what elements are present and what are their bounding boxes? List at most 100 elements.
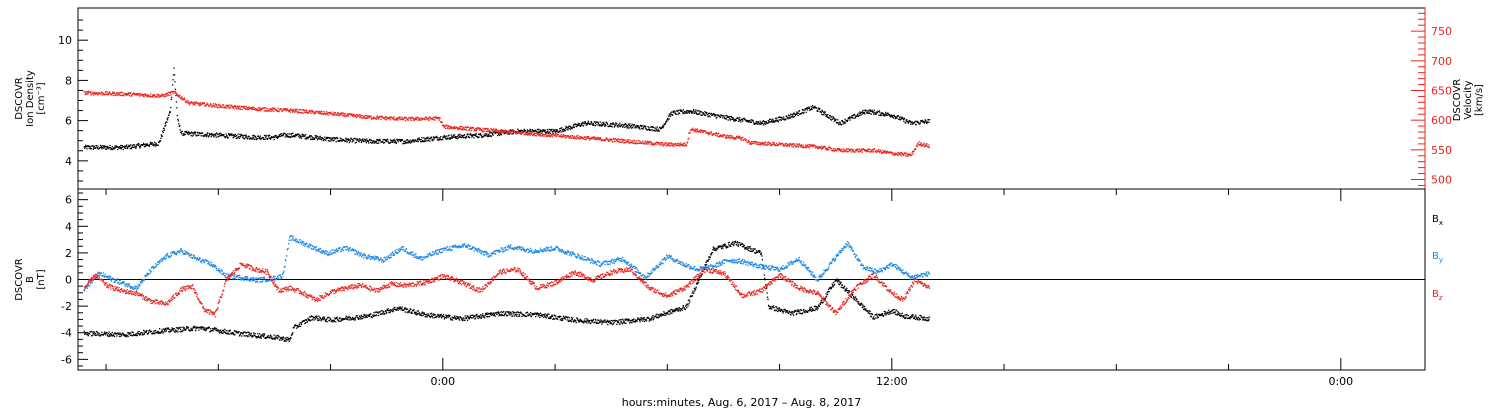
- ion-density-series-point: [841, 120, 843, 122]
- bx-series-point: [182, 326, 184, 328]
- ion-density-series-point: [558, 131, 560, 133]
- bx-series-point: [420, 314, 422, 317]
- bx-series-point: [566, 319, 568, 321]
- bx-series-point: [492, 312, 494, 314]
- velocity-series-point: [549, 135, 551, 137]
- bx-series-point: [293, 326, 295, 328]
- bx-series-point: [211, 330, 213, 332]
- bx-series-point: [184, 329, 186, 332]
- ion-density-series-point: [926, 122, 928, 124]
- velocity-series-point: [323, 110, 325, 112]
- ion-density-series-point: [694, 111, 697, 113]
- ion-density-series-point: [196, 134, 198, 136]
- ion-density-series-point: [524, 129, 527, 132]
- ion-density-series-point: [188, 133, 190, 136]
- ion-density-series-point: [281, 135, 284, 137]
- velocity-series-point: [168, 94, 170, 97]
- bx-series-point: [421, 314, 423, 317]
- velocity-series-point: [855, 150, 857, 152]
- ion-density-series-point: [168, 112, 171, 114]
- ion-density-series-point: [186, 133, 189, 135]
- velocity-series-point: [786, 144, 788, 146]
- velocity-series-point: [366, 117, 368, 119]
- bx-series-point: [209, 331, 211, 333]
- velocity-series-point: [311, 111, 314, 113]
- velocity-series-point: [435, 117, 437, 119]
- bx-series-point: [449, 315, 451, 317]
- ion-density-series-point: [813, 107, 815, 109]
- ion-density-series-point: [437, 137, 439, 139]
- bx-series-point: [410, 308, 412, 311]
- ion-density-series-point: [564, 129, 566, 131]
- bx-series-point: [289, 339, 291, 341]
- bx-series-point: [587, 322, 589, 324]
- velocity-series-point: [512, 130, 514, 132]
- velocity-series-point: [860, 148, 863, 150]
- bx-series-point: [167, 328, 169, 330]
- ion-density-series-point: [891, 115, 893, 117]
- ion-density-series-point: [599, 124, 601, 126]
- bx-series-point: [534, 313, 536, 315]
- velocity-series-point: [849, 150, 851, 152]
- bx-series-point: [591, 320, 593, 322]
- velocity-series-point: [174, 90, 177, 93]
- velocity-series-point: [764, 142, 766, 144]
- velocity-series-point: [396, 117, 398, 119]
- ion-density-series-point: [755, 121, 758, 123]
- ion-density-series-point: [753, 122, 755, 124]
- ion-density-series-point: [668, 118, 670, 120]
- velocity-series-point: [318, 111, 320, 114]
- velocity-series-point: [503, 129, 505, 131]
- velocity-series-point: [463, 127, 465, 129]
- ion-density-series-point: [925, 119, 927, 122]
- velocity-series-point: [560, 134, 562, 136]
- velocity-series-point: [516, 130, 518, 132]
- velocity-series-point: [682, 144, 684, 146]
- ion-density-series-point: [345, 138, 347, 140]
- bx-series-point: [177, 328, 179, 330]
- left-tick-label: 4: [65, 155, 72, 168]
- ion-density-series-point: [603, 124, 605, 126]
- velocity-series-point: [506, 130, 508, 132]
- velocity-series-point: [499, 130, 501, 132]
- bx-series-point: [132, 335, 134, 337]
- ion-density-series-point: [151, 142, 153, 144]
- bx-series-point: [311, 316, 313, 318]
- left-tick-label: 8: [65, 74, 72, 87]
- bx-series-point: [293, 327, 295, 329]
- bx-series-point: [490, 312, 492, 314]
- velocity-series-point: [307, 112, 309, 114]
- velocity-series-point: [530, 133, 532, 135]
- velocity-series-point: [355, 117, 357, 119]
- velocity-series-point: [808, 147, 811, 149]
- velocity-series-point: [229, 107, 231, 109]
- bx-series-point: [596, 322, 598, 324]
- bx-series-point: [524, 315, 527, 317]
- ion-density-series-point: [746, 120, 748, 122]
- velocity-series-point: [917, 142, 919, 144]
- velocity-series-point: [572, 136, 574, 139]
- ion-density-series-point: [409, 139, 411, 141]
- bx-series-point: [313, 319, 315, 321]
- velocity-series-point: [639, 140, 641, 143]
- ion-density-series-point: [124, 145, 127, 148]
- velocity-series-point: [255, 109, 257, 111]
- velocity-series-point: [802, 144, 804, 146]
- velocity-series-point: [692, 127, 694, 129]
- ion-density-series-point: [373, 142, 375, 144]
- velocity-series-point: [627, 140, 629, 143]
- ion-density-series-point: [623, 124, 626, 126]
- ion-density-series-point: [86, 148, 88, 150]
- bx-series-point: [323, 317, 325, 319]
- ion-density-series-point: [475, 133, 477, 135]
- bx-series-point: [477, 317, 479, 319]
- ion-density-series-point: [924, 121, 926, 123]
- velocity-series-point: [144, 94, 147, 96]
- velocity-series-point: [616, 139, 618, 142]
- ion-density-series-point: [139, 147, 141, 149]
- ion-density-series-point: [442, 137, 445, 139]
- ion-density-series-point: [592, 123, 595, 125]
- velocity-series-point: [522, 131, 524, 133]
- ion-density-series-point: [286, 134, 288, 137]
